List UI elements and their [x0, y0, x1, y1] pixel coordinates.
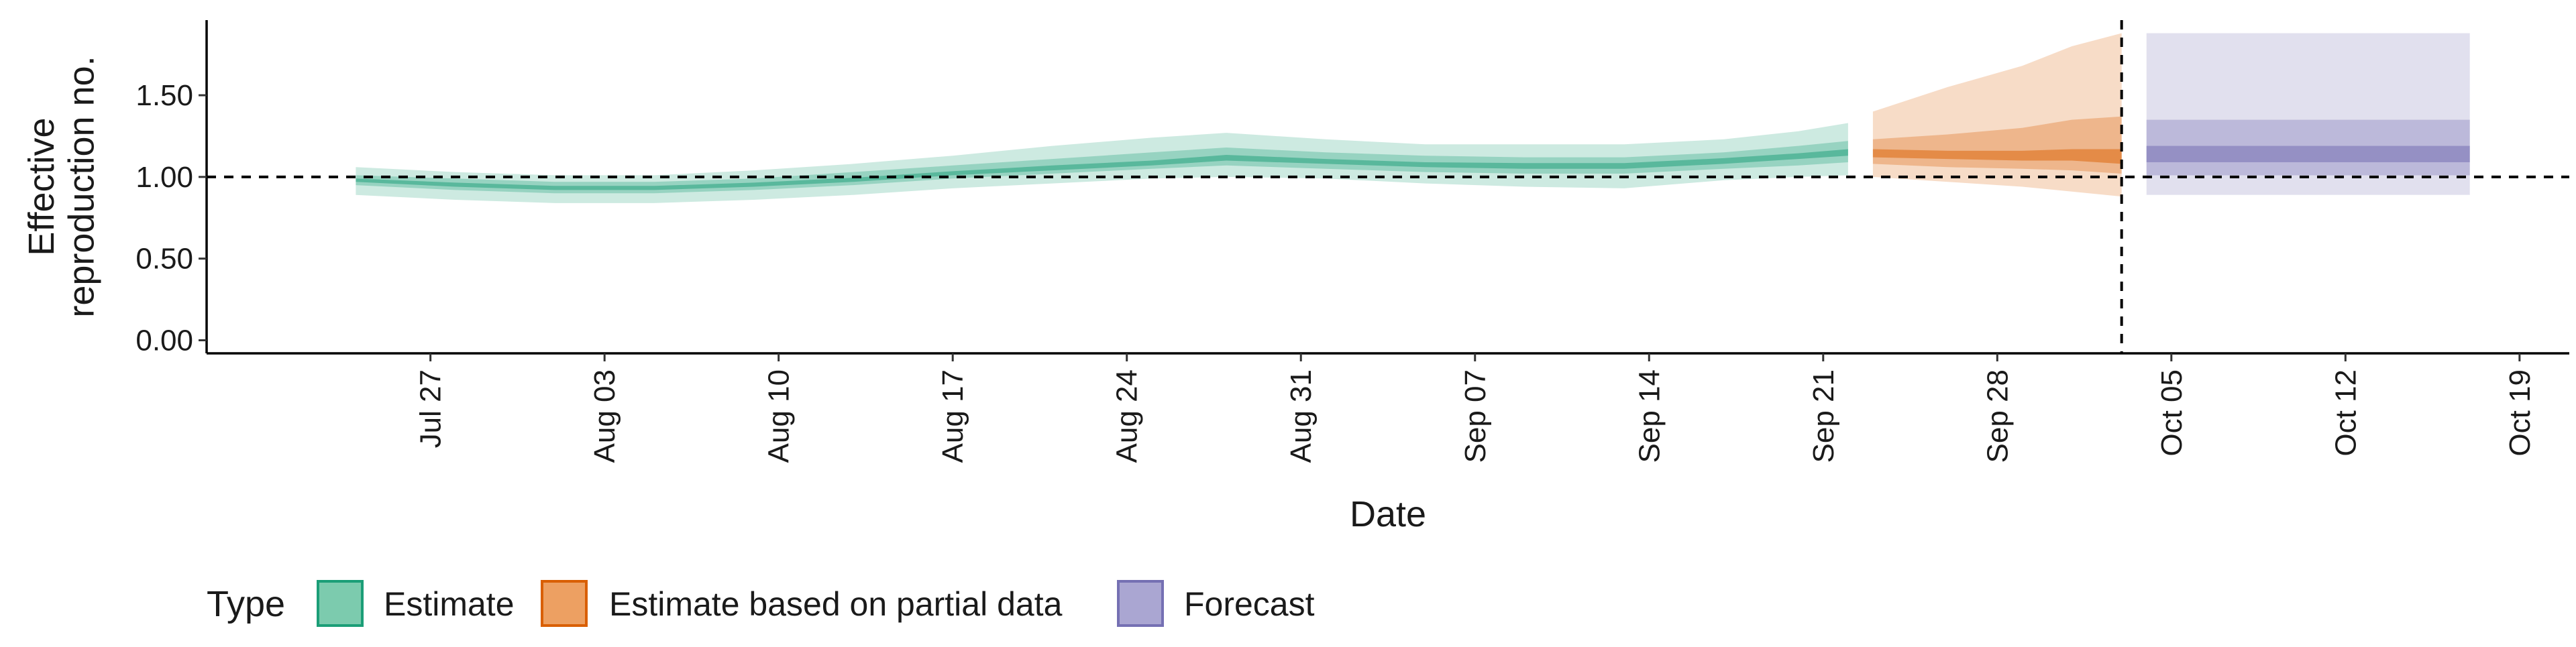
reference-lines [207, 20, 2569, 353]
x-tick-label: Sep 14 [1633, 369, 1666, 463]
y-tick-label: 0.50 [136, 243, 193, 276]
legend-label-1: Estimate based on partial data [609, 585, 1063, 623]
series-0 [356, 123, 1848, 203]
y-axis-title-line: Effective [21, 117, 62, 255]
x-tick-label: Aug 10 [763, 369, 796, 463]
x-tick-label: Aug 24 [1111, 369, 1144, 463]
estimate-band-20 [356, 149, 1848, 190]
x-tick-label: Sep 07 [1459, 369, 1492, 463]
axes [205, 20, 2569, 355]
legend-label-0: Estimate [384, 585, 515, 623]
legend: Type Estimate Estimate based on partial da… [207, 580, 1315, 627]
series-2 [2146, 33, 2470, 195]
forecast-band-20 [2146, 145, 2470, 162]
y-tick-label: 1.50 [136, 79, 193, 112]
x-tick-label: Oct 19 [2504, 369, 2536, 457]
forecast-band-90 [2146, 33, 2470, 195]
x-tick-label: Aug 17 [936, 369, 969, 463]
x-tick-label: Aug 31 [1285, 369, 1318, 463]
x-axis-title: Date [1350, 494, 1426, 534]
x-tick-label: Sep 28 [1981, 369, 2014, 463]
y-tick-label: 1.00 [136, 161, 193, 194]
y-axis-title: Effectivereproduction no. [21, 56, 101, 317]
x-tick-label: Oct 12 [2329, 369, 2362, 457]
y-tick-label: 0.00 [136, 325, 193, 357]
y-ticks: 0.00 0.50 1.00 1.50 [136, 79, 207, 357]
series-1 [1872, 33, 2122, 197]
x-tick-label: Sep 21 [1807, 369, 1840, 463]
x-tick-label: Aug 03 [588, 369, 621, 463]
y-axis-title-line: reproduction no. [61, 56, 101, 317]
x-tick-label: Oct 05 [2155, 369, 2188, 457]
x-ticks: Jul 27 Aug 03 Aug 10 Aug 17 Aug 24 Aug 31 Sep … [415, 353, 2536, 463]
legend-label-2: Forecast [1184, 585, 1315, 623]
legend-key-1 [541, 580, 588, 627]
legend-key-0 [317, 580, 364, 627]
estimate-based-on-partial-data-band-20 [1872, 149, 2122, 164]
legend-key-2 [1117, 580, 1164, 627]
legend-title: Type [207, 584, 285, 624]
estimate-based-on-partial-data-band-90 [1872, 33, 2122, 197]
bands-layer [356, 33, 2470, 203]
x-tick-label: Jul 27 [415, 369, 447, 448]
